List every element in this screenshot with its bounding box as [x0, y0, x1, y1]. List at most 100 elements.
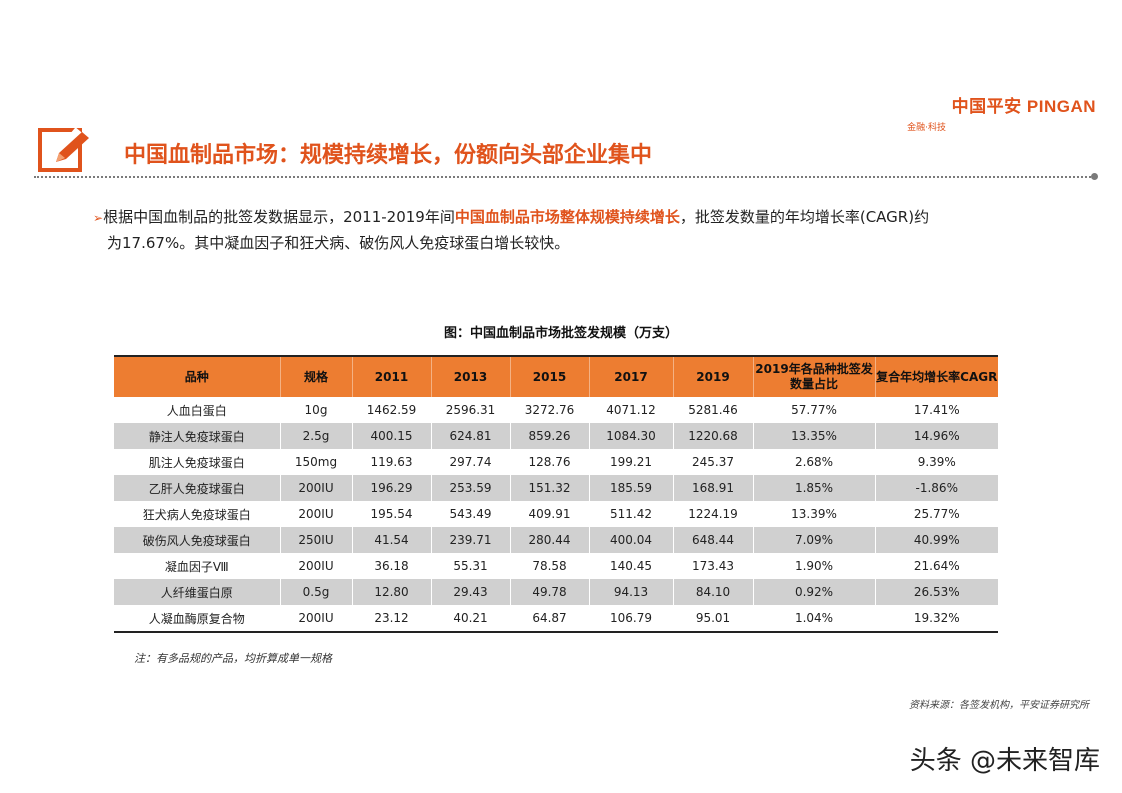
table-cell: 648.44	[673, 527, 754, 553]
table-cell: 17.41%	[913, 403, 960, 417]
table-cell: 859.26	[510, 423, 590, 449]
table-cell: 40.21	[431, 605, 511, 632]
table-title: 图：中国血制品市场批签发规模（万支）	[443, 326, 678, 341]
table-cell: 25.77%	[913, 507, 960, 521]
header-2013: 2013	[431, 356, 511, 397]
table-cell: 239.71	[431, 527, 511, 553]
table-cell: 55.31	[431, 553, 511, 579]
table-cell: 196.29	[352, 475, 432, 501]
watermark: 头条 @未来智库	[909, 746, 1100, 776]
table-cell: 185.59	[589, 475, 674, 501]
table-row: 静注人免疫球蛋白 2.5g 400.15 624.81 859.26 1084.30 122…	[114, 423, 998, 449]
bullet-text-part2: ，批签发数量的年均增长率(CAGR)约	[679, 208, 930, 226]
table-cell: 人纤维蛋白原	[114, 579, 281, 605]
table-cell: 64.87	[510, 605, 590, 632]
bullet-text-part1: 根据中国血制品的批签发数据显示，2011-2019年间	[103, 208, 455, 226]
table-cell: 1.90%	[753, 553, 876, 579]
table-cell: 151.32	[510, 475, 590, 501]
table-cell: 13.35%	[753, 423, 876, 449]
table-cell: 200IU	[280, 553, 353, 579]
table-cell: 21.64%	[913, 559, 960, 573]
table-cell: 26.53%	[875, 579, 998, 605]
header-cagr: 复合年均增长率CAGR	[875, 356, 998, 397]
table-cell: 200IU	[280, 475, 353, 501]
table-cell: 2.5g	[280, 423, 353, 449]
title-divider	[34, 176, 1094, 178]
bullet-arrow-icon: ➢	[93, 211, 104, 225]
table-cell: 9.39%	[917, 455, 956, 469]
table-cell: 1.85%	[753, 475, 876, 501]
table-cell: 人凝血酶原复合物	[114, 605, 281, 632]
table-cell: 1.04%	[753, 605, 876, 632]
table-cell: 173.43	[673, 553, 754, 579]
table-cell: 409.91	[510, 501, 590, 527]
table-cell: 肌注人免疫球蛋白	[114, 449, 281, 475]
table-row: 乙肝人免疫球蛋白 200IU 196.29 253.59 151.32 185.59 168…	[114, 475, 998, 501]
table-cell: 5281.46	[673, 397, 754, 423]
table-cell: 1084.30	[589, 423, 674, 449]
table-cell: 128.76	[510, 449, 590, 475]
table-row: 凝血因子Ⅷ 200IU 36.18 55.31 78.58 140.45 173.43 1.9…	[114, 553, 998, 579]
table-cell: 245.37	[673, 449, 754, 475]
table-cell: 94.13	[589, 579, 674, 605]
table-cell: 23.12	[352, 605, 432, 632]
table-cell: 168.91	[673, 475, 754, 501]
page-title: 中国血制品市场：规模持续增长，份额向头部企业集中	[124, 143, 653, 168]
logo-tagline: 金融·科技	[907, 123, 946, 133]
source-note: 资料来源：各签发机构，平安证券研究所	[909, 700, 1089, 711]
table-cell: 200IU	[280, 605, 353, 632]
table-cell: 12.80	[352, 579, 432, 605]
table-cell: 84.10	[673, 579, 754, 605]
table-cell: 人血白蛋白	[114, 397, 281, 423]
table-header-row: 品种 规格 2011 2013 2015 2017 2019 2019年各品种批…	[114, 356, 998, 397]
table-cell: 40.99%	[875, 527, 998, 553]
divider-end-dot	[1091, 173, 1098, 180]
table-cell: 36.18	[352, 553, 432, 579]
table-cell: 静注人免疫球蛋白	[114, 423, 281, 449]
table-cell: 41.54	[352, 527, 432, 553]
summary-bullet: ➢根据中国血制品的批签发数据显示，2011-2019年间中国血制品市场整体规模持…	[93, 205, 1053, 256]
table-cell: 511.42	[589, 501, 674, 527]
table-cell: 14.96%	[875, 423, 998, 449]
table-cell: 凝血因子Ⅷ	[114, 553, 281, 579]
header-variety: 品种	[114, 356, 281, 397]
table-row: 人血白蛋白 10g 1462.59 2596.31 3272.76 4071.12 5281…	[114, 397, 998, 423]
header-2017: 2017	[589, 356, 674, 397]
table-cell: 1224.19	[673, 501, 754, 527]
table-cell: 乙肝人免疫球蛋白	[114, 475, 281, 501]
table-cell: 13.39%	[753, 501, 876, 527]
header-2011: 2011	[352, 356, 432, 397]
table-cell: 140.45	[589, 553, 674, 579]
table-cell: 0.5g	[280, 579, 353, 605]
table-cell: -1.86%	[875, 475, 998, 501]
table-cell: 543.49	[431, 501, 511, 527]
table-cell: 3272.76	[510, 397, 590, 423]
table-row: 狂犬病人免疫球蛋白 200IU 195.54 543.49 409.91 511.42 12…	[114, 501, 998, 527]
table-cell: 0.92%	[753, 579, 876, 605]
table-row: 肌注人免疫球蛋白 150mg 119.63 297.74 128.76 199.21 245…	[114, 449, 998, 475]
table-cell: 200IU	[280, 501, 353, 527]
table-cell: 10g	[280, 397, 353, 423]
table-cell: 400.15	[352, 423, 432, 449]
bullet-text-line2: 为17.67%。其中凝血因子和狂犬病、破伤风人免疫球蛋白增长较快。	[107, 234, 570, 252]
header-spec: 规格	[280, 356, 353, 397]
table-row: 人凝血酶原复合物 200IU 23.12 40.21 64.87 106.79 95.01 1…	[114, 605, 998, 632]
header-share-2019: 2019年各品种批签发数量占比	[753, 356, 876, 397]
table-cell: 150mg	[280, 449, 353, 475]
table-cell: 7.09%	[753, 527, 876, 553]
table-cell: 280.44	[510, 527, 590, 553]
bullet-highlight: 中国血制品市场整体规模持续增长	[454, 208, 680, 226]
table-note: 注：有多品规的产品，均折算成单一规格	[134, 652, 332, 665]
table-cell: 2.68%	[753, 449, 876, 475]
table-cell: 253.59	[431, 475, 511, 501]
table-cell: 106.79	[589, 605, 674, 632]
table-cell: 49.78	[510, 579, 590, 605]
table-cell: 29.43	[431, 579, 511, 605]
header-2015: 2015	[510, 356, 590, 397]
table-cell: 破伤风人免疫球蛋白	[114, 527, 281, 553]
edit-pencil-icon	[38, 128, 89, 172]
table-cell: 78.58	[510, 553, 590, 579]
table-cell: 1462.59	[352, 397, 432, 423]
table-cell: 2596.31	[431, 397, 511, 423]
table-cell: 4071.12	[589, 397, 674, 423]
